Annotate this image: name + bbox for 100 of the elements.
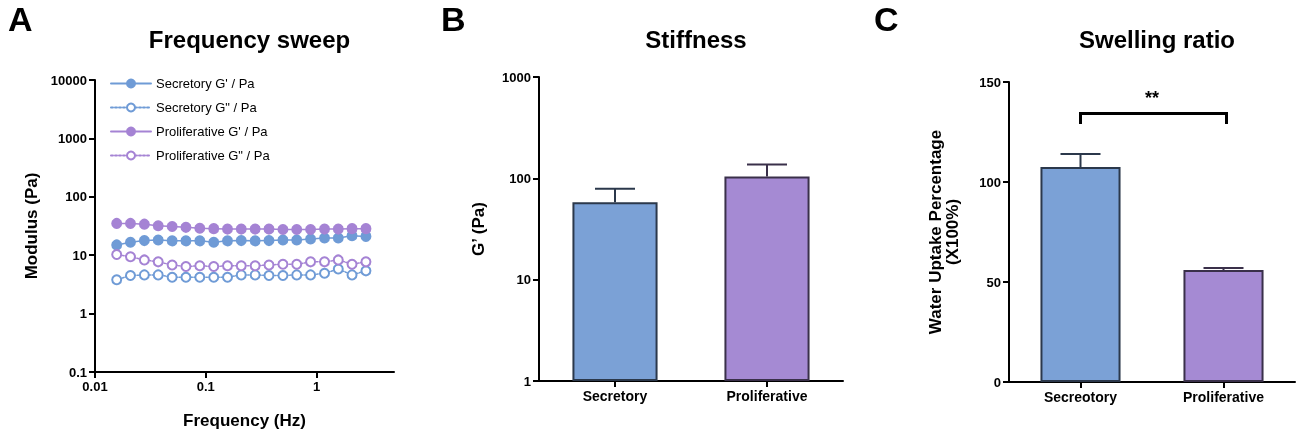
x-tick-label: Secretory bbox=[582, 388, 648, 404]
y-axis-title: Modulus (Pa) bbox=[21, 172, 41, 280]
y-tick-label: 1000 bbox=[502, 69, 531, 85]
point bbox=[319, 223, 331, 235]
point bbox=[221, 235, 233, 247]
y-axis-title: G’ (Pa) bbox=[469, 202, 488, 256]
x-tick-label: Proliferative bbox=[1183, 389, 1265, 405]
point bbox=[305, 224, 317, 236]
point bbox=[332, 254, 344, 266]
point bbox=[111, 217, 123, 229]
point bbox=[208, 261, 220, 273]
x-tick-label: Secreotory bbox=[1043, 389, 1118, 405]
text: A bbox=[8, 0, 33, 38]
point bbox=[291, 224, 303, 236]
point bbox=[166, 259, 178, 271]
point bbox=[111, 239, 123, 251]
y-tick-label: 1000 bbox=[58, 130, 87, 146]
point bbox=[166, 221, 178, 232]
point bbox=[332, 263, 344, 275]
chart-title: Stiffness bbox=[645, 25, 747, 53]
point bbox=[208, 271, 220, 283]
point bbox=[111, 274, 123, 286]
point bbox=[277, 269, 289, 281]
y-axis-title: Water Uptake Percentage (X100%) bbox=[926, 129, 962, 335]
point bbox=[180, 221, 192, 233]
point bbox=[124, 269, 136, 281]
point bbox=[124, 251, 136, 263]
point bbox=[332, 232, 344, 244]
point bbox=[194, 235, 206, 247]
point bbox=[152, 220, 164, 232]
y-tick-label: 0 bbox=[993, 374, 1001, 390]
legend-label: Proliferative G" / Pa bbox=[156, 148, 271, 163]
point bbox=[152, 234, 164, 246]
point bbox=[111, 248, 123, 260]
point bbox=[235, 260, 247, 272]
chart-title: Frequency sweep bbox=[148, 25, 351, 53]
point bbox=[249, 223, 261, 235]
point bbox=[152, 269, 164, 281]
point bbox=[138, 254, 150, 266]
y-tick-label: 0.1 bbox=[68, 364, 87, 380]
point bbox=[305, 233, 317, 245]
point bbox=[360, 265, 372, 277]
point bbox=[277, 224, 289, 236]
point bbox=[208, 223, 220, 235]
y-tick-label: 10000 bbox=[50, 72, 87, 88]
point bbox=[221, 223, 233, 235]
point bbox=[194, 260, 206, 272]
point bbox=[319, 256, 331, 268]
point bbox=[138, 235, 150, 247]
y-tick-label: 100 bbox=[65, 189, 87, 205]
point bbox=[194, 271, 206, 283]
x-tick-label: Proliferative bbox=[726, 388, 808, 404]
point bbox=[152, 256, 164, 268]
point bbox=[332, 223, 344, 235]
point bbox=[221, 271, 233, 283]
point bbox=[291, 269, 303, 281]
legend-label: Secretory G" / Pa bbox=[156, 100, 258, 115]
annotation: ** bbox=[1144, 88, 1160, 108]
legend-label: Secretory G' / Pa bbox=[156, 76, 256, 91]
point bbox=[124, 217, 136, 229]
point bbox=[305, 269, 317, 281]
legend-label: Proliferative G' / Pa bbox=[156, 124, 269, 139]
x-tick-label: 1 bbox=[312, 379, 321, 394]
point bbox=[319, 267, 331, 279]
x-tick-label: 0.1 bbox=[196, 379, 215, 394]
y-tick-label: 10 bbox=[516, 272, 531, 288]
point bbox=[208, 236, 220, 248]
point bbox=[166, 271, 178, 283]
point bbox=[194, 222, 206, 234]
point bbox=[235, 235, 247, 247]
point bbox=[263, 235, 275, 247]
point bbox=[138, 218, 150, 230]
point bbox=[360, 223, 372, 235]
point bbox=[277, 258, 289, 270]
point bbox=[291, 234, 303, 246]
y-tick-label: 10 bbox=[72, 247, 87, 263]
point bbox=[180, 271, 192, 283]
point bbox=[235, 269, 247, 281]
y-tick-label: 50 bbox=[986, 274, 1001, 290]
point bbox=[277, 234, 289, 246]
point bbox=[249, 235, 261, 247]
point bbox=[263, 223, 275, 235]
point bbox=[221, 260, 233, 272]
point bbox=[138, 269, 150, 281]
point bbox=[346, 269, 358, 281]
point bbox=[166, 235, 178, 247]
point bbox=[180, 235, 192, 247]
x-axis-title: Frequency (Hz) bbox=[183, 411, 306, 430]
text: B bbox=[441, 0, 466, 38]
point bbox=[249, 269, 261, 281]
point bbox=[263, 269, 275, 281]
point bbox=[124, 236, 136, 248]
y-tick-label: 100 bbox=[509, 170, 531, 186]
y-tick-label: 100 bbox=[979, 174, 1001, 190]
y-tick-label: 150 bbox=[979, 74, 1001, 90]
point bbox=[235, 223, 247, 235]
chart-title: Swelling ratio bbox=[1078, 25, 1236, 53]
y-tick-label: 1 bbox=[79, 306, 87, 322]
x-tick-label: 0.01 bbox=[82, 379, 108, 394]
point bbox=[305, 256, 317, 268]
